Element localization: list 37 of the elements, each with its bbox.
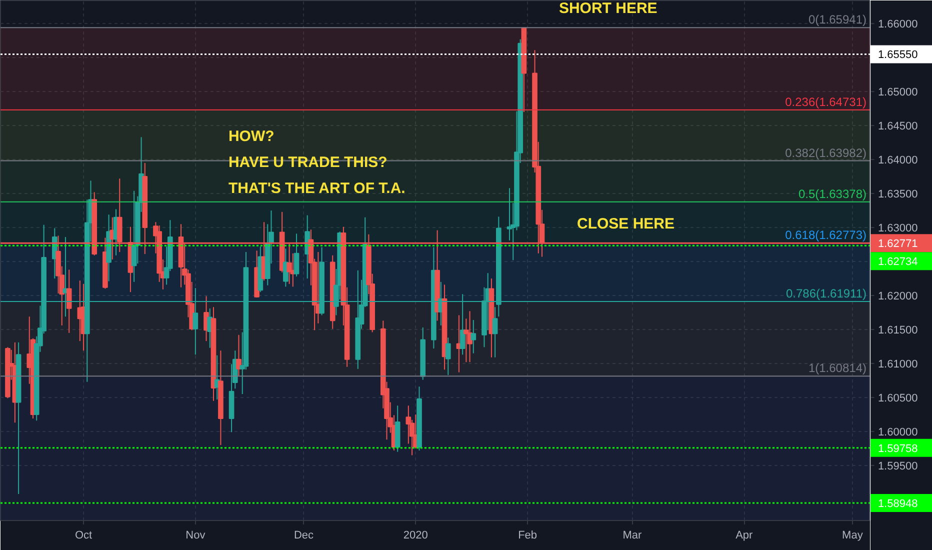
x-tick-label: Nov [186, 530, 206, 542]
annotation: HOW? [228, 128, 274, 146]
ref-line-label: 1.62771 [878, 238, 918, 250]
y-tick-label: 1.59500 [878, 460, 918, 472]
annotation: CLOSE HERE [576, 216, 675, 233]
annotation: SHORT HERE [558, 0, 658, 18]
x-tick-label: 2020 [403, 530, 428, 542]
x-tick-label: Feb [518, 530, 538, 542]
x-tick-label: May [842, 530, 864, 542]
annotation: HAVE U TRADE THIS? [228, 154, 388, 172]
y-tick-label: 1.60500 [878, 392, 918, 404]
y-tick-label: 1.63000 [878, 222, 918, 235]
y-tick-label: 1.62000 [878, 290, 918, 303]
x-tick-label: Mar [622, 530, 642, 542]
annotation: 0(1.65941) [808, 12, 867, 27]
x-tick-label: Oct [74, 530, 92, 542]
y-tick-label: 1.60000 [878, 426, 918, 438]
ref-line-label: 1.59758 [878, 442, 918, 455]
annotation: 1(1.60814) [808, 361, 867, 376]
ref-line-label: 1.58948 [878, 498, 918, 510]
annotation: 0.5(1.63378) [798, 186, 867, 201]
annotation: 0.618(1.62773) [785, 228, 867, 242]
y-tick-label: 1.63500 [878, 188, 918, 201]
annotation: THAT'S THE ART OF T.A. [228, 180, 406, 198]
x-tick-label: Dec [294, 530, 314, 542]
y-tick-label: 1.64000 [878, 154, 918, 167]
annotation: 0.786(1.61911) [786, 286, 867, 301]
y-tick-label: 1.65000 [878, 86, 918, 99]
y-tick-label: 1.66000 [878, 18, 918, 31]
y-tick-label: 1.64500 [878, 120, 918, 133]
y-tick-label: 1.61000 [878, 358, 918, 370]
y-tick-label: 1.61500 [878, 324, 918, 336]
ref-line-label: 1.65550 [878, 49, 918, 62]
annotation: 0.236(1.64731) [785, 94, 867, 109]
x-tick-label: Apr [736, 530, 754, 542]
annotation: 0.382(1.63982) [785, 146, 867, 160]
ref-line-label: 1.62734 [878, 256, 918, 268]
